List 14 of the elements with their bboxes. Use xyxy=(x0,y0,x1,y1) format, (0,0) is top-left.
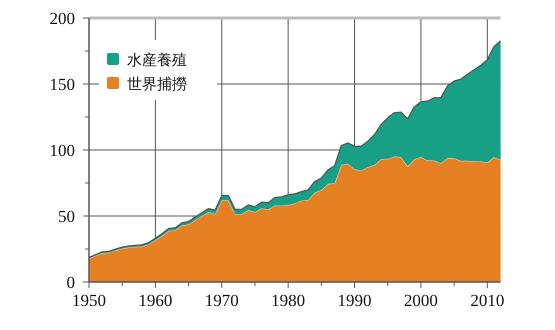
x-tick-label: 2010 xyxy=(470,291,504,310)
y-tick-label: 150 xyxy=(50,75,75,94)
legend-label: 世界捕撈 xyxy=(127,75,187,93)
y-tick-label: 200 xyxy=(50,9,75,28)
y-tick-label: 100 xyxy=(50,141,75,160)
x-tick-label: 2000 xyxy=(404,291,438,310)
y-tick-label: 0 xyxy=(66,273,75,292)
x-tick-label: 1980 xyxy=(271,291,306,310)
x-tick-label: 1990 xyxy=(338,291,372,310)
y-tick-label: 50 xyxy=(58,207,75,226)
x-tick-label: 1960 xyxy=(138,291,172,310)
legend-label: 水産養殖 xyxy=(127,51,187,69)
x-tick-label: 1950 xyxy=(72,291,106,310)
x-tick-label: 1970 xyxy=(204,291,239,310)
